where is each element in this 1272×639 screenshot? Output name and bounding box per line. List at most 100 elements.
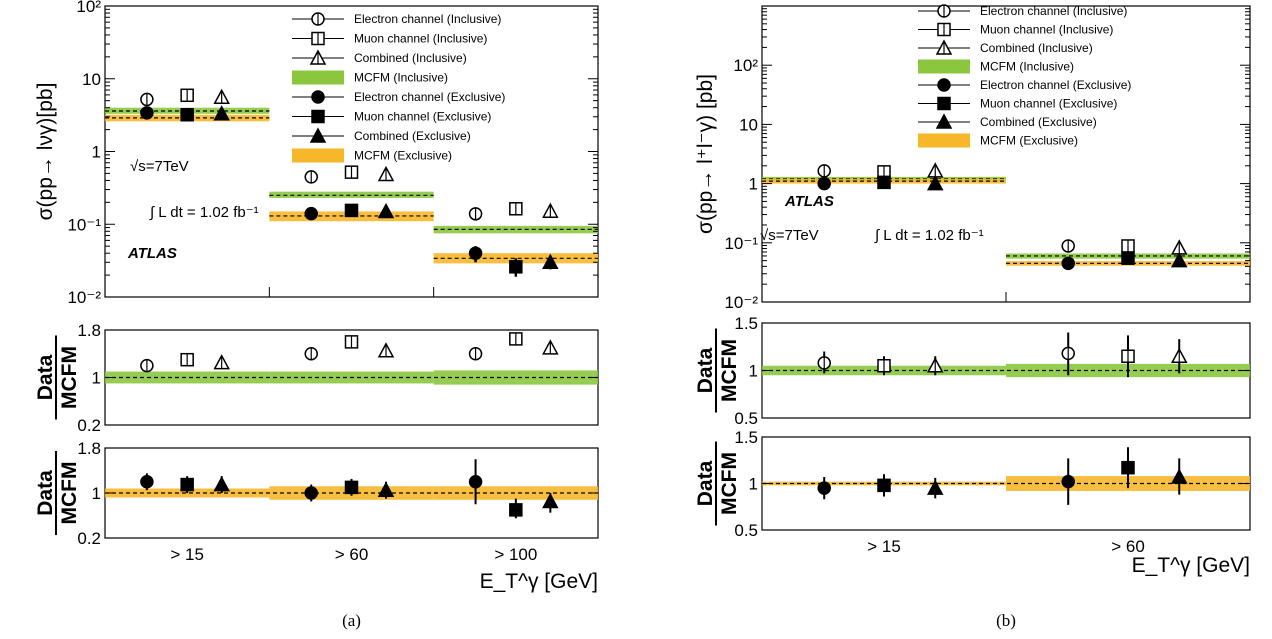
legend-marker-filled-square [937,96,951,111]
y-tick-label: 0.5 [734,409,758,428]
ratio-label-numerator: Data [34,354,57,400]
y-tick-label: 1 [749,475,758,494]
ratio-point-filled-square [877,478,891,493]
ratio-point-filled-circle [140,475,154,489]
x-category-label: > 60 [335,545,369,564]
y-tick-label: 10⁻¹ [67,215,101,234]
data-point-filled-square [509,260,523,274]
data-point-filled-square [180,108,194,122]
legend-entry-label: Electron channel (Inclusive) [980,4,1127,18]
y-axis-title: σ(pp→ lνγ)[pb] [34,83,57,221]
y-tick-label: 10⁻² [67,288,101,307]
legend-band-swatch [292,148,344,163]
legend-entry-label: Muon channel (Exclusive) [980,97,1117,111]
legend-entry-label: Combined (Inclusive) [354,51,467,65]
mcfm-exclusive-band [433,253,598,264]
y-axis-title: σ(pp→ l⁺l⁻γ) [pb] [694,74,717,234]
y-tick-label: 1 [92,369,101,388]
legend-band-swatch [918,59,970,74]
ratio-label-denominator: MCFM [718,452,741,515]
ratio-band [105,371,270,384]
legend-entry-label: Muon channel (Exclusive) [354,110,491,124]
legend-entry-label: Electron channel (Exclusive) [980,78,1131,92]
data-point-filled-square [877,175,891,190]
y-tick-label: 1.8 [77,439,101,458]
luminosity-annotation: ∫ L dt = 1.02 fb⁻¹ [149,204,259,221]
y-tick-label: 10 [82,70,101,89]
ratio-label-numerator: Data [694,347,717,393]
y-tick-label: 1.5 [734,428,758,447]
x-category-label: > 15 [867,537,901,556]
data-point-filled-square [1121,251,1135,265]
mcfm-inclusive-band [433,225,598,234]
ratio-point-filled-square [509,503,523,517]
ratio-label-numerator: Data [34,470,57,516]
legend-entry-label: Combined (Inclusive) [980,41,1093,55]
atlas-label: ATLAS [784,193,834,210]
ratio-point-filled-square [1121,460,1135,475]
ratio-point-filled-triangle [213,475,230,492]
legend-entry-label: MCFM (Inclusive) [354,71,448,85]
y-tick-label: 10² [76,0,101,16]
ratio-point-filled-triangle [926,479,944,495]
y-tick-label: 10 [739,115,758,134]
chart-b: 10² 10 1 10⁻¹ 10⁻² σ(pp→ l⁺l⁻γ) [pb] 1.5 1 0.5 Da… [694,4,1251,630]
legend-entry-label: Electron channel (Exclusive) [354,90,505,104]
y-tick-label: 0.5 [734,521,758,540]
legend-entry-label: Combined (Exclusive) [980,115,1097,129]
ratio-point-filled-circle [304,486,318,500]
energy-annotation: √s=7TeV [130,158,189,175]
legend-marker-filled-circle [311,90,325,104]
y-tick-label: 1 [92,143,101,162]
data-point-filled-circle [304,206,318,221]
legend-entry-label: MCFM (Inclusive) [980,60,1074,74]
mcfm-inclusive-band [269,191,434,198]
data-point-filled-triangle [926,175,944,191]
luminosity-annotation: ∫ L dt = 1.02 fb⁻¹ [874,227,984,244]
legend-entry-label: Muon channel (Inclusive) [980,23,1113,37]
legend-entry-label: Combined (Exclusive) [354,129,471,143]
atlas-label: ATLAS [127,245,177,262]
y-tick-label: 10⁻¹ [724,234,758,253]
ratio-label-numerator: Data [694,460,717,506]
legend-marker-filled-triangle [309,127,327,143]
ratio-point-filled-circle [817,481,831,495]
data-point-filled-circle [817,176,831,191]
y-tick-label: 1 [92,484,101,503]
legend-band-swatch [292,70,344,85]
y-tick-label: 1 [749,175,758,194]
ratio-point-filled-triangle [542,492,559,509]
ratio-point-filled-triangle [1170,468,1188,484]
x-category-label: > 100 [494,545,537,564]
x-category-label: > 15 [170,545,204,564]
y-tick-label: 1.8 [77,321,101,340]
ratio-point-filled-square [344,480,359,495]
ratio-label-denominator: MCFM [58,346,81,409]
ratio-band [433,370,598,385]
x-axis-title: E_T^γ [GeV] [1132,554,1250,577]
y-tick-label: 10² [733,56,758,75]
legend-band-swatch [918,133,970,148]
x-category-label: > 60 [1111,537,1145,556]
data-point-filled-circle [468,246,483,260]
legend-entry-label: MCFM (Exclusive) [354,149,452,163]
legend-marker-filled-square [311,109,325,124]
data-point-filled-triangle [377,202,395,219]
energy-annotation: √s=7TeV [760,227,819,244]
legend-entry-label: Muon channel (Inclusive) [354,32,487,46]
figure-caption: (b) [996,611,1016,630]
y-tick-label: 0.2 [77,529,101,548]
data-point-filled-triangle [1170,252,1188,268]
data-point-filled-triangle [213,105,230,121]
y-tick-label: 1 [749,362,758,381]
legend-marker-filled-circle [937,78,951,92]
legend-entry-label: Electron channel (Inclusive) [354,12,501,26]
y-tick-label: 10⁻² [724,293,758,312]
x-axis-title: E_T^γ [GeV] [480,570,598,593]
data-point-filled-triangle [542,253,559,270]
y-tick-label: 0.2 [77,416,101,435]
data-point-filled-square [344,203,359,218]
ratio-point-filled-square [180,477,194,492]
